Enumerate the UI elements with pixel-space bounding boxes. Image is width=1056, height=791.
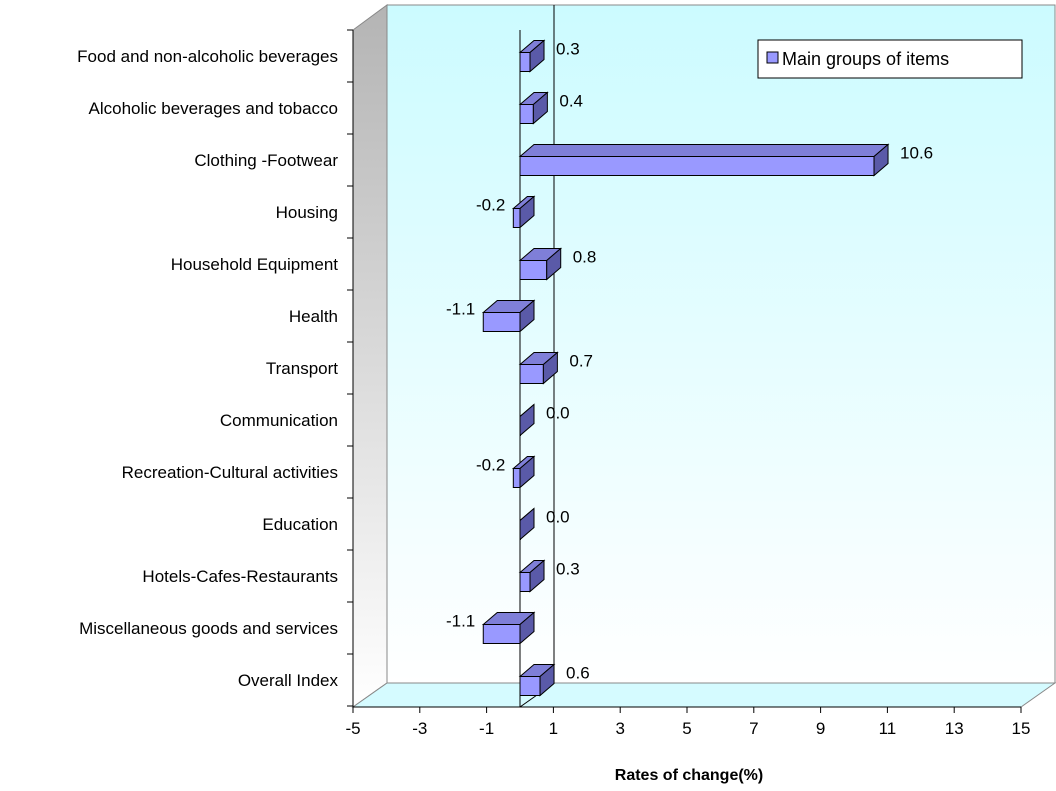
category-label: Housing bbox=[276, 203, 338, 222]
bar-side bbox=[519, 195, 535, 229]
bar bbox=[518, 143, 890, 177]
category-label: Transport bbox=[266, 359, 338, 378]
bar-side bbox=[546, 247, 562, 281]
legend: Main groups of items bbox=[757, 39, 1023, 79]
bar-side bbox=[519, 611, 535, 645]
bar-side bbox=[529, 559, 545, 593]
bar-side bbox=[519, 507, 535, 541]
bar bbox=[518, 559, 546, 593]
x-tick-label: -3 bbox=[412, 719, 427, 738]
bar-front bbox=[519, 364, 544, 384]
bar-side bbox=[519, 403, 535, 437]
category-label: Health bbox=[289, 307, 338, 326]
bar-side bbox=[873, 143, 889, 177]
bar-side bbox=[532, 91, 548, 125]
data-label: 0.6 bbox=[566, 664, 590, 683]
bar bbox=[518, 39, 546, 73]
bar-front bbox=[512, 208, 521, 228]
data-label: 0.3 bbox=[556, 560, 580, 579]
x-axis-title: Rates of change(%) bbox=[615, 767, 763, 784]
bar-side bbox=[539, 663, 555, 697]
x-tick-label: -1 bbox=[479, 719, 494, 738]
bar bbox=[518, 91, 549, 125]
data-label: 0.0 bbox=[546, 508, 570, 527]
data-label: 0.3 bbox=[556, 40, 580, 59]
legend-box bbox=[757, 39, 1023, 79]
x-tick-label: 1 bbox=[549, 719, 558, 738]
bar-side bbox=[529, 39, 545, 73]
back-wall bbox=[386, 4, 1056, 684]
x-tick-label: 5 bbox=[682, 719, 691, 738]
bar bbox=[518, 247, 563, 281]
bar-front bbox=[519, 104, 534, 124]
category-label: Clothing -Footwear bbox=[194, 151, 338, 170]
floor bbox=[351, 682, 1056, 708]
bar-front bbox=[482, 624, 521, 644]
data-label: 0.7 bbox=[569, 352, 593, 371]
data-label: 0.0 bbox=[546, 404, 570, 423]
bar-front bbox=[519, 572, 531, 592]
category-label: Household Equipment bbox=[171, 255, 339, 274]
bar bbox=[518, 663, 556, 697]
bar-front bbox=[519, 260, 548, 280]
data-label: -1.1 bbox=[446, 300, 475, 319]
category-label: Recreation-Cultural activities bbox=[122, 463, 338, 482]
bar-front bbox=[519, 156, 875, 176]
bar bbox=[511, 455, 536, 489]
x-tick-label: 11 bbox=[879, 719, 897, 738]
bar-side bbox=[542, 351, 558, 385]
category-label: Miscellaneous goods and services bbox=[79, 619, 338, 638]
bar-front bbox=[519, 676, 541, 696]
data-label: 0.8 bbox=[573, 248, 597, 267]
data-label: 10.6 bbox=[900, 144, 933, 163]
category-label: Overall Index bbox=[238, 671, 339, 690]
x-tick-label: 15 bbox=[1012, 719, 1031, 738]
bar bbox=[518, 351, 559, 385]
bar bbox=[481, 299, 536, 333]
data-label: -0.2 bbox=[476, 196, 505, 215]
bar bbox=[511, 195, 536, 229]
data-label: -0.2 bbox=[476, 456, 505, 475]
category-label: Food and non-alcoholic beverages bbox=[77, 47, 338, 66]
bar-front bbox=[519, 52, 531, 72]
side-wall bbox=[352, 4, 388, 708]
bar-front bbox=[482, 312, 521, 332]
bar bbox=[519, 403, 535, 437]
legend-swatch bbox=[766, 51, 779, 64]
category-label: Alcoholic beverages and tobacco bbox=[89, 99, 339, 118]
bar-side bbox=[519, 455, 535, 489]
x-tick-label: 3 bbox=[615, 719, 624, 738]
x-tick-label: 9 bbox=[816, 719, 825, 738]
data-label: -1.1 bbox=[446, 612, 475, 631]
bar-top bbox=[518, 144, 890, 157]
category-label: Hotels-Cafes-Restaurants bbox=[142, 567, 338, 586]
x-tick-label: -5 bbox=[345, 719, 360, 738]
x-tick-label: 7 bbox=[749, 719, 758, 738]
category-label: Education bbox=[262, 515, 338, 534]
bar-front bbox=[512, 468, 521, 488]
bar-side bbox=[519, 299, 535, 333]
data-label: 0.4 bbox=[559, 92, 583, 111]
legend-label: Main groups of items bbox=[782, 49, 949, 69]
x-tick-label: 13 bbox=[945, 719, 964, 738]
category-label: Communication bbox=[220, 411, 338, 430]
bar bbox=[481, 611, 536, 645]
bar bbox=[519, 507, 535, 541]
